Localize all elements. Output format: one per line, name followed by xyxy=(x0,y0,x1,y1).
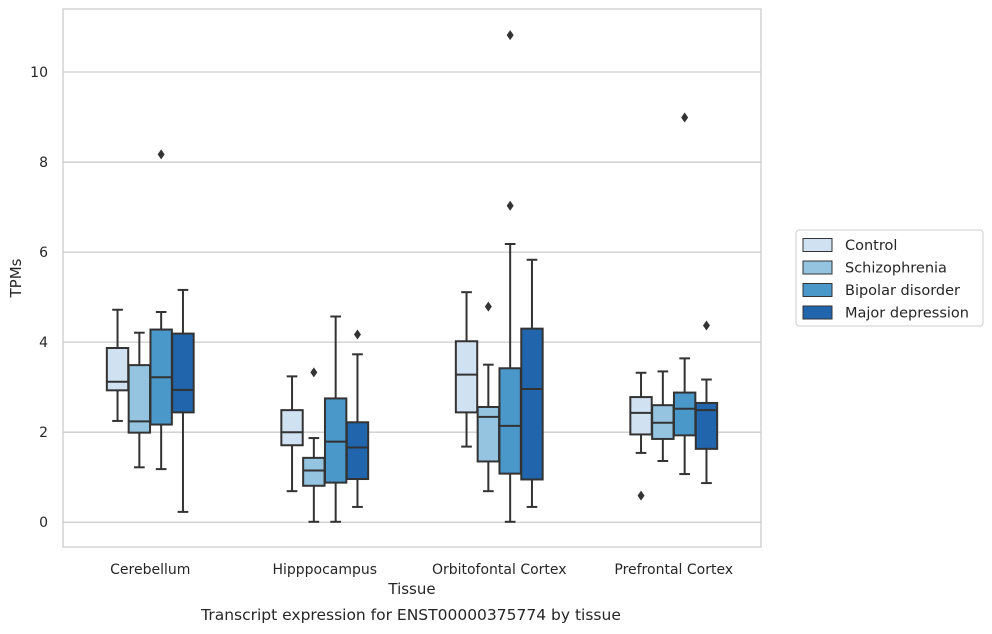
box-iqr xyxy=(629,396,653,436)
box-iqr xyxy=(498,367,522,475)
plot-frame xyxy=(62,8,762,548)
legend-label: Schizophrenia xyxy=(845,261,947,277)
box-plot xyxy=(280,375,304,493)
box-iqr xyxy=(280,409,304,447)
box-iqr xyxy=(454,340,479,414)
y-tick-label: 6 xyxy=(39,245,48,261)
x-axis-label: Tissue xyxy=(387,580,435,598)
box-iqr xyxy=(345,421,370,481)
x-tick-label: Prefrontal Cortex xyxy=(614,562,733,578)
outlier-point xyxy=(506,200,514,211)
box-plot xyxy=(171,288,195,513)
box-plot xyxy=(454,291,479,448)
box-iqr xyxy=(694,401,719,450)
category-group xyxy=(629,112,719,501)
box-iqr xyxy=(323,397,348,484)
legend-item: Bipolar disorder xyxy=(802,283,960,299)
outlier-point xyxy=(353,329,361,340)
legend: Control Schizophrenia Bipolar disorder Majo… xyxy=(795,229,984,327)
legend-label: Major depression xyxy=(845,306,969,322)
y-tick-label: 2 xyxy=(39,425,48,441)
legend-item: Major depression xyxy=(802,305,969,322)
category-group xyxy=(105,149,195,513)
x-tick-labels: Cerebellum Hipppocampus Orbitofontal Corte… xyxy=(110,562,733,578)
outlier-point xyxy=(157,149,165,160)
legend-swatch xyxy=(802,238,833,252)
box-plot xyxy=(149,149,173,471)
box-iqr xyxy=(105,347,130,392)
category-group xyxy=(454,30,544,523)
y-tick-label: 0 xyxy=(39,515,48,531)
legend-swatch xyxy=(802,260,833,275)
outlier-point xyxy=(310,367,318,378)
y-tick-label: 8 xyxy=(39,155,48,171)
box-plot xyxy=(476,301,501,493)
legend-label: Bipolar disorder xyxy=(845,283,960,299)
legend-swatch xyxy=(802,283,833,297)
box-plot xyxy=(520,258,544,508)
legend-item: Schizophrenia xyxy=(802,260,947,277)
box-plot xyxy=(105,308,130,422)
outlier-point xyxy=(484,301,492,312)
box-plot xyxy=(127,331,152,469)
box-plot xyxy=(345,329,370,508)
chart-caption: Transcript expression for ENST0000037577… xyxy=(201,606,621,624)
box-plot xyxy=(651,370,675,463)
box-iqr xyxy=(127,364,152,434)
box-iqr xyxy=(476,405,501,463)
outlier-point xyxy=(702,320,710,331)
legend-swatch xyxy=(802,305,833,320)
x-tick-label: Cerebellum xyxy=(110,562,190,578)
box-plot xyxy=(629,371,653,501)
box-iqr xyxy=(302,456,326,487)
box-plot xyxy=(323,315,348,523)
box-plot xyxy=(498,30,522,523)
box-groups xyxy=(105,30,719,523)
y-tick-label: 10 xyxy=(30,65,48,81)
box-plot xyxy=(694,320,719,485)
box-iqr xyxy=(520,327,544,481)
x-tick-label: Orbitofontal Cortex xyxy=(432,562,567,578)
category-group xyxy=(280,315,370,523)
legend-frame xyxy=(795,229,984,327)
y-tick-label: 4 xyxy=(39,335,48,351)
outlier-point xyxy=(681,112,689,123)
x-tick-label: Hipppocampus xyxy=(272,562,377,578)
outlier-point xyxy=(637,490,645,501)
box-plot xyxy=(672,112,697,476)
y-tick-labels: 0 2 4 6 8 10 xyxy=(30,65,48,531)
legend-label: Control xyxy=(845,238,897,254)
grid-lines xyxy=(63,71,761,523)
outlier-point xyxy=(506,30,514,41)
box-plot xyxy=(302,367,326,523)
box-iqr xyxy=(672,391,697,437)
box-iqr xyxy=(171,332,195,414)
legend-item: Control xyxy=(802,238,897,254)
y-axis-label: TPMs xyxy=(7,258,25,298)
